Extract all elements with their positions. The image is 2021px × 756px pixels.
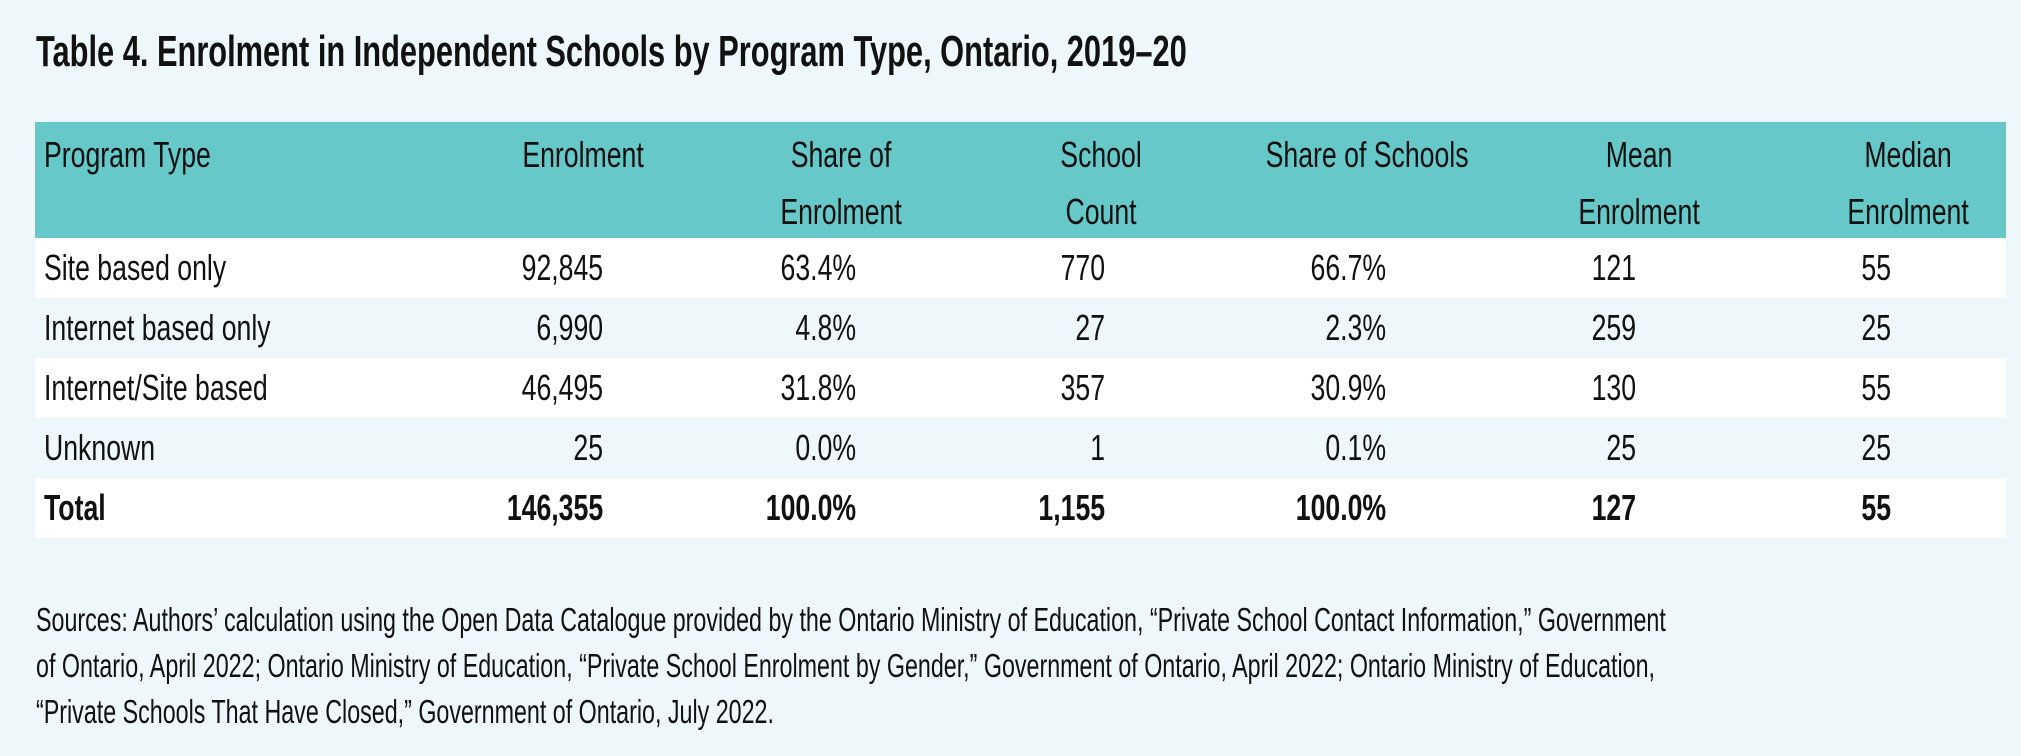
cell-median-enrolment: 55 bbox=[1861, 367, 1891, 408]
column-header-label: Share of bbox=[790, 134, 892, 175]
cell-share-of-enrolment: 63.4% bbox=[780, 247, 856, 288]
cell-total-share-of-enrolment: 100.0% bbox=[765, 487, 856, 528]
cell-share-of-schools: 30.9% bbox=[1310, 367, 1386, 408]
cell-total-mean-enrolment: 127 bbox=[1591, 487, 1636, 528]
table-header-row: Program Type Enrolment Share of Enrolmen… bbox=[35, 122, 2006, 238]
cell-enrolment: 92,845 bbox=[521, 247, 603, 288]
sources-line: “Private Schools That Have Closed,” Gove… bbox=[36, 693, 774, 730]
column-header-program-type: Program Type bbox=[44, 126, 344, 240]
cell-median-enrolment: 55 bbox=[1861, 247, 1891, 288]
cell-share-of-enrolment: 31.8% bbox=[780, 367, 856, 408]
cell-share-of-schools: 0.1% bbox=[1325, 427, 1386, 468]
column-header-label: Median bbox=[1864, 134, 1952, 175]
column-header-label: Enrolment bbox=[522, 134, 644, 175]
column-header-share-of-enrolment: Share of Enrolment bbox=[706, 126, 976, 240]
cell-total-school-count: 1,155 bbox=[1038, 487, 1105, 528]
column-header-label: Mean bbox=[1605, 134, 1673, 175]
column-header-label: Enrolment bbox=[1578, 191, 1700, 232]
cell-enrolment: 25 bbox=[573, 427, 603, 468]
cell-share-of-enrolment: 0.0% bbox=[795, 427, 856, 468]
column-header-enrolment: Enrolment bbox=[448, 126, 718, 240]
cell-school-count: 357 bbox=[1060, 367, 1105, 408]
table-title-text: Table 4. Enrolment in Independent School… bbox=[36, 27, 1187, 76]
cell-total-share-of-schools: 100.0% bbox=[1295, 487, 1386, 528]
cell-mean-enrolment: 259 bbox=[1591, 307, 1636, 348]
table-row: Unknown 25 0.0% 1 0.1% 25 25 bbox=[35, 418, 2006, 478]
table-row: Site based only 92,845 63.4% 770 66.7% 1… bbox=[35, 238, 2006, 298]
cell-school-count: 1 bbox=[1090, 427, 1105, 468]
cell-share-of-schools: 2.3% bbox=[1325, 307, 1386, 348]
cell-program-type: Site based only bbox=[44, 247, 227, 288]
column-header-median-enrolment: Median Enrolment bbox=[1773, 126, 2021, 240]
cell-share-of-schools: 66.7% bbox=[1310, 247, 1386, 288]
cell-total-median-enrolment: 55 bbox=[1861, 487, 1891, 528]
cell-share-of-enrolment: 4.8% bbox=[795, 307, 856, 348]
cell-median-enrolment: 25 bbox=[1861, 307, 1891, 348]
cell-program-type: Internet based only bbox=[44, 307, 271, 348]
table-total-row: Total 146,355 100.0% 1,155 100.0% 127 55 bbox=[35, 478, 2006, 538]
column-header-label: Share of Schools bbox=[1265, 134, 1469, 175]
cell-enrolment: 6,990 bbox=[536, 307, 603, 348]
cell-mean-enrolment: 130 bbox=[1591, 367, 1636, 408]
cell-program-type: Unknown bbox=[44, 427, 156, 468]
enrolment-table: Program Type Enrolment Share of Enrolmen… bbox=[35, 122, 2006, 538]
cell-total-label: Total bbox=[44, 487, 106, 528]
table-row: Internet/Site based 46,495 31.8% 357 30.… bbox=[35, 358, 2006, 418]
table-row: Internet based only 6,990 4.8% 27 2.3% 2… bbox=[35, 298, 2006, 358]
column-header-label: Enrolment bbox=[780, 191, 902, 232]
column-header-label: Enrolment bbox=[1847, 191, 1969, 232]
cell-median-enrolment: 25 bbox=[1861, 427, 1891, 468]
column-header-label: Program Type bbox=[44, 134, 211, 175]
cell-enrolment: 46,495 bbox=[521, 367, 603, 408]
column-header-share-of-schools: Share of Schools bbox=[1197, 126, 1537, 240]
column-header-mean-enrolment: Mean Enrolment bbox=[1504, 126, 1774, 240]
cell-mean-enrolment: 121 bbox=[1591, 247, 1636, 288]
cell-total-enrolment: 146,355 bbox=[506, 487, 603, 528]
sources-line: of Ontario, April 2022; Ontario Ministry… bbox=[36, 647, 1655, 684]
column-header-label: School bbox=[1060, 134, 1142, 175]
table-title: Table 4. Enrolment in Independent School… bbox=[36, 26, 1680, 78]
cell-mean-enrolment: 25 bbox=[1606, 427, 1636, 468]
sources-note: Sources: Authors’ calculation using the … bbox=[36, 597, 2021, 735]
cell-school-count: 27 bbox=[1075, 307, 1105, 348]
column-header-school-count: School Count bbox=[966, 126, 1236, 240]
column-header-label: Count bbox=[1065, 191, 1137, 232]
cell-program-type: Internet/Site based bbox=[44, 367, 268, 408]
sources-line: Sources: Authors’ calculation using the … bbox=[36, 601, 1666, 638]
cell-school-count: 770 bbox=[1060, 247, 1105, 288]
